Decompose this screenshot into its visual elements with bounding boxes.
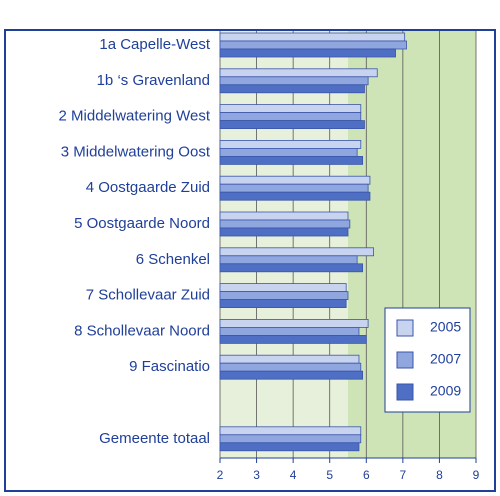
bar: [219, 263, 364, 273]
x-tick-label: 7: [400, 468, 407, 482]
bar: [219, 32, 406, 42]
legend-swatch: [396, 319, 414, 337]
category-label: 1b ‘s Gravenland: [97, 72, 210, 89]
band: [220, 31, 348, 458]
bar: [219, 175, 371, 185]
header: [180, 0, 500, 26]
bar: [219, 219, 351, 229]
category-label: 1a Capelle-West: [99, 36, 210, 53]
bar: [219, 255, 358, 265]
bar: [219, 68, 378, 78]
category-label: 4 Oostgaarde Zuid: [86, 179, 210, 196]
category-label: 6 Schenkel: [136, 251, 210, 268]
bar: [219, 247, 375, 257]
x-tick-label: 4: [290, 468, 297, 482]
legend-label: 2009: [430, 383, 461, 399]
x-tick-label: 9: [473, 468, 480, 482]
bar: [219, 318, 369, 328]
bar: [219, 227, 349, 237]
legend-swatch: [396, 383, 414, 401]
frame: [4, 29, 496, 492]
bar: [219, 183, 369, 193]
bar: [219, 370, 364, 380]
x-tick-label: 6: [363, 468, 370, 482]
bar: [219, 155, 364, 165]
bar: [219, 147, 358, 157]
category-label: Gemeente totaal: [99, 430, 210, 447]
bar: [219, 112, 362, 121]
legend-label: 2007: [430, 351, 461, 367]
bar: [219, 40, 407, 50]
x-tick-label: 5: [326, 468, 333, 482]
bar: [219, 354, 360, 364]
bar: [219, 434, 362, 444]
bar: [219, 84, 365, 94]
category-label: 8 Schollevaar Noord: [74, 322, 210, 339]
category-label: 9 Fascinatio: [129, 358, 210, 375]
bar: [219, 48, 396, 58]
category-label: 3 Middelwatering Oost: [61, 143, 211, 160]
bar: [219, 120, 365, 129]
bar: [219, 191, 371, 201]
category-label: 5 Oostgaarde Noord: [74, 215, 210, 232]
bar: [219, 334, 367, 344]
bar: [219, 283, 347, 293]
x-tick-label: 8: [436, 468, 443, 482]
bar: [219, 211, 349, 221]
bar: [219, 139, 362, 149]
bar: [219, 291, 349, 301]
bar: [219, 426, 362, 436]
bar: [219, 299, 347, 309]
legend-swatch: [396, 351, 414, 369]
bar: [219, 104, 362, 113]
bar: [219, 326, 360, 336]
x-tick-label: 2: [217, 468, 224, 482]
category-label: 7 Schollevaar Zuid: [86, 287, 210, 304]
bar: [219, 362, 362, 372]
legend-label: 2005: [430, 319, 461, 335]
bar: [219, 442, 360, 452]
x-tick-label: 3: [253, 468, 260, 482]
bar: [219, 76, 369, 86]
category-label: 2 Middelwatering West: [59, 108, 211, 125]
